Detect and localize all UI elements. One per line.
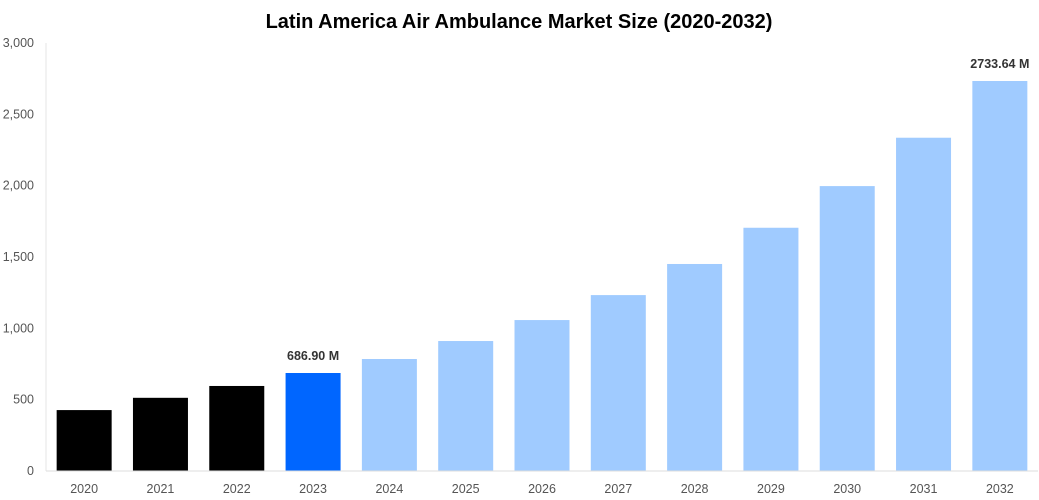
y-tick-label: 1,500 (3, 250, 34, 264)
bar-2022 (209, 385, 265, 471)
y-tick-label: 3,000 (3, 36, 34, 50)
y-tick-label: 2,500 (3, 107, 34, 121)
bar-2026 (514, 320, 570, 471)
x-tick-label: 2025 (452, 482, 480, 496)
bar-2027 (590, 295, 646, 471)
x-tick-label: 2032 (986, 482, 1014, 496)
x-tick-label: 2027 (604, 482, 632, 496)
data-label-2032: 2733.64 M (970, 57, 1029, 71)
bar-2020 (56, 410, 112, 471)
bar-2025 (438, 341, 494, 471)
data-label-2023: 686.90 M (287, 349, 339, 363)
x-tick-label: 2029 (757, 482, 785, 496)
y-tick-label: 500 (13, 393, 34, 407)
bar-2023 (285, 373, 341, 471)
x-tick-label: 2023 (299, 482, 327, 496)
bar-2021 (132, 397, 188, 471)
x-tick-label: 2026 (528, 482, 556, 496)
bar-2031 (896, 137, 952, 472)
x-tick-label: 2031 (910, 482, 938, 496)
x-tick-label: 2021 (147, 482, 175, 496)
bar-2029 (743, 227, 799, 471)
x-tick-label: 2030 (833, 482, 861, 496)
x-tick-label: 2022 (223, 482, 251, 496)
x-tick-label: 2020 (70, 482, 98, 496)
x-tick-label: 2028 (681, 482, 709, 496)
chart-title: Latin America Air Ambulance Market Size … (266, 11, 773, 33)
y-axis: 0 500 1,000 1,500 2,000 2,500 3,000 (3, 36, 47, 478)
y-tick-label: 1,000 (3, 321, 34, 335)
bar-2024 (361, 359, 417, 471)
data-labels: 686.90 M 2733.64 M (287, 57, 1029, 363)
bar-2028 (667, 263, 723, 471)
bar-2032 (972, 81, 1028, 471)
x-tick-label: 2024 (375, 482, 403, 496)
bar-2030 (819, 186, 875, 471)
y-tick-label: 2,000 (3, 179, 34, 193)
x-axis: 2020 2021 2022 2023 2024 2025 2026 2027 2028 2029… (46, 470, 1038, 496)
y-tick-label: 0 (27, 464, 34, 478)
bars (56, 81, 1028, 472)
